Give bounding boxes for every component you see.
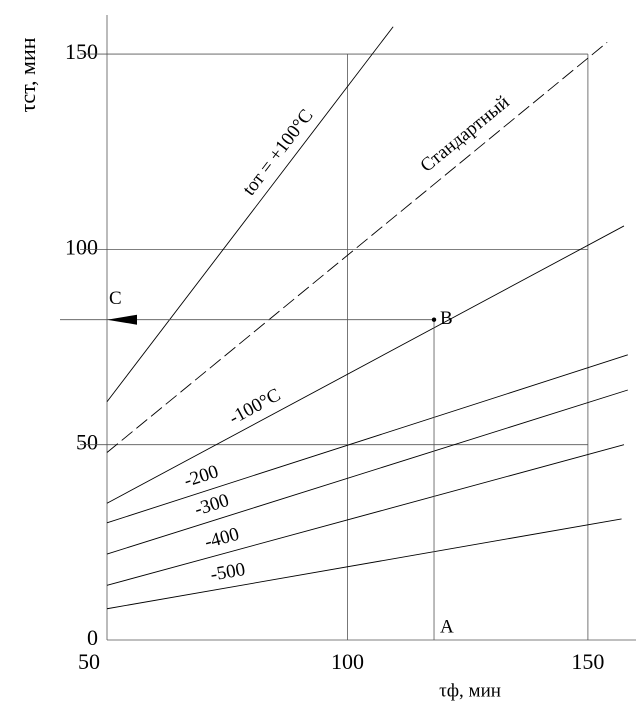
y-axis-label: τст, мин [15, 37, 40, 112]
y-tick-label: 0 [87, 625, 98, 650]
series-line [106, 354, 628, 524]
series-label: tот = +100°C [239, 105, 318, 199]
arrow-c [107, 314, 137, 325]
series-label: -500 [209, 559, 247, 586]
series-label: -300 [192, 490, 232, 520]
series-label: Стандартный [416, 92, 513, 177]
point-label: B [440, 308, 453, 329]
y-tick-label: 150 [65, 39, 98, 64]
point-label: A [440, 616, 454, 637]
series-line [106, 26, 394, 402]
x-axis-label: τф, мин [439, 680, 501, 701]
point-b [431, 317, 437, 322]
x-tick-label: 50 [78, 649, 100, 674]
series-line [106, 41, 608, 453]
series-line [106, 389, 628, 555]
y-tick-label: 100 [65, 234, 98, 259]
x-tick-label: 100 [331, 649, 364, 674]
series-label: -400 [202, 524, 241, 553]
y-tick-label: 50 [76, 430, 98, 455]
series-line [106, 444, 625, 586]
series-line [106, 225, 625, 504]
series-line [106, 518, 622, 610]
series-label: -100°C [226, 384, 284, 429]
point-label: C [109, 288, 122, 309]
series-label: -200 [182, 461, 222, 492]
x-tick-label: 150 [571, 649, 604, 674]
